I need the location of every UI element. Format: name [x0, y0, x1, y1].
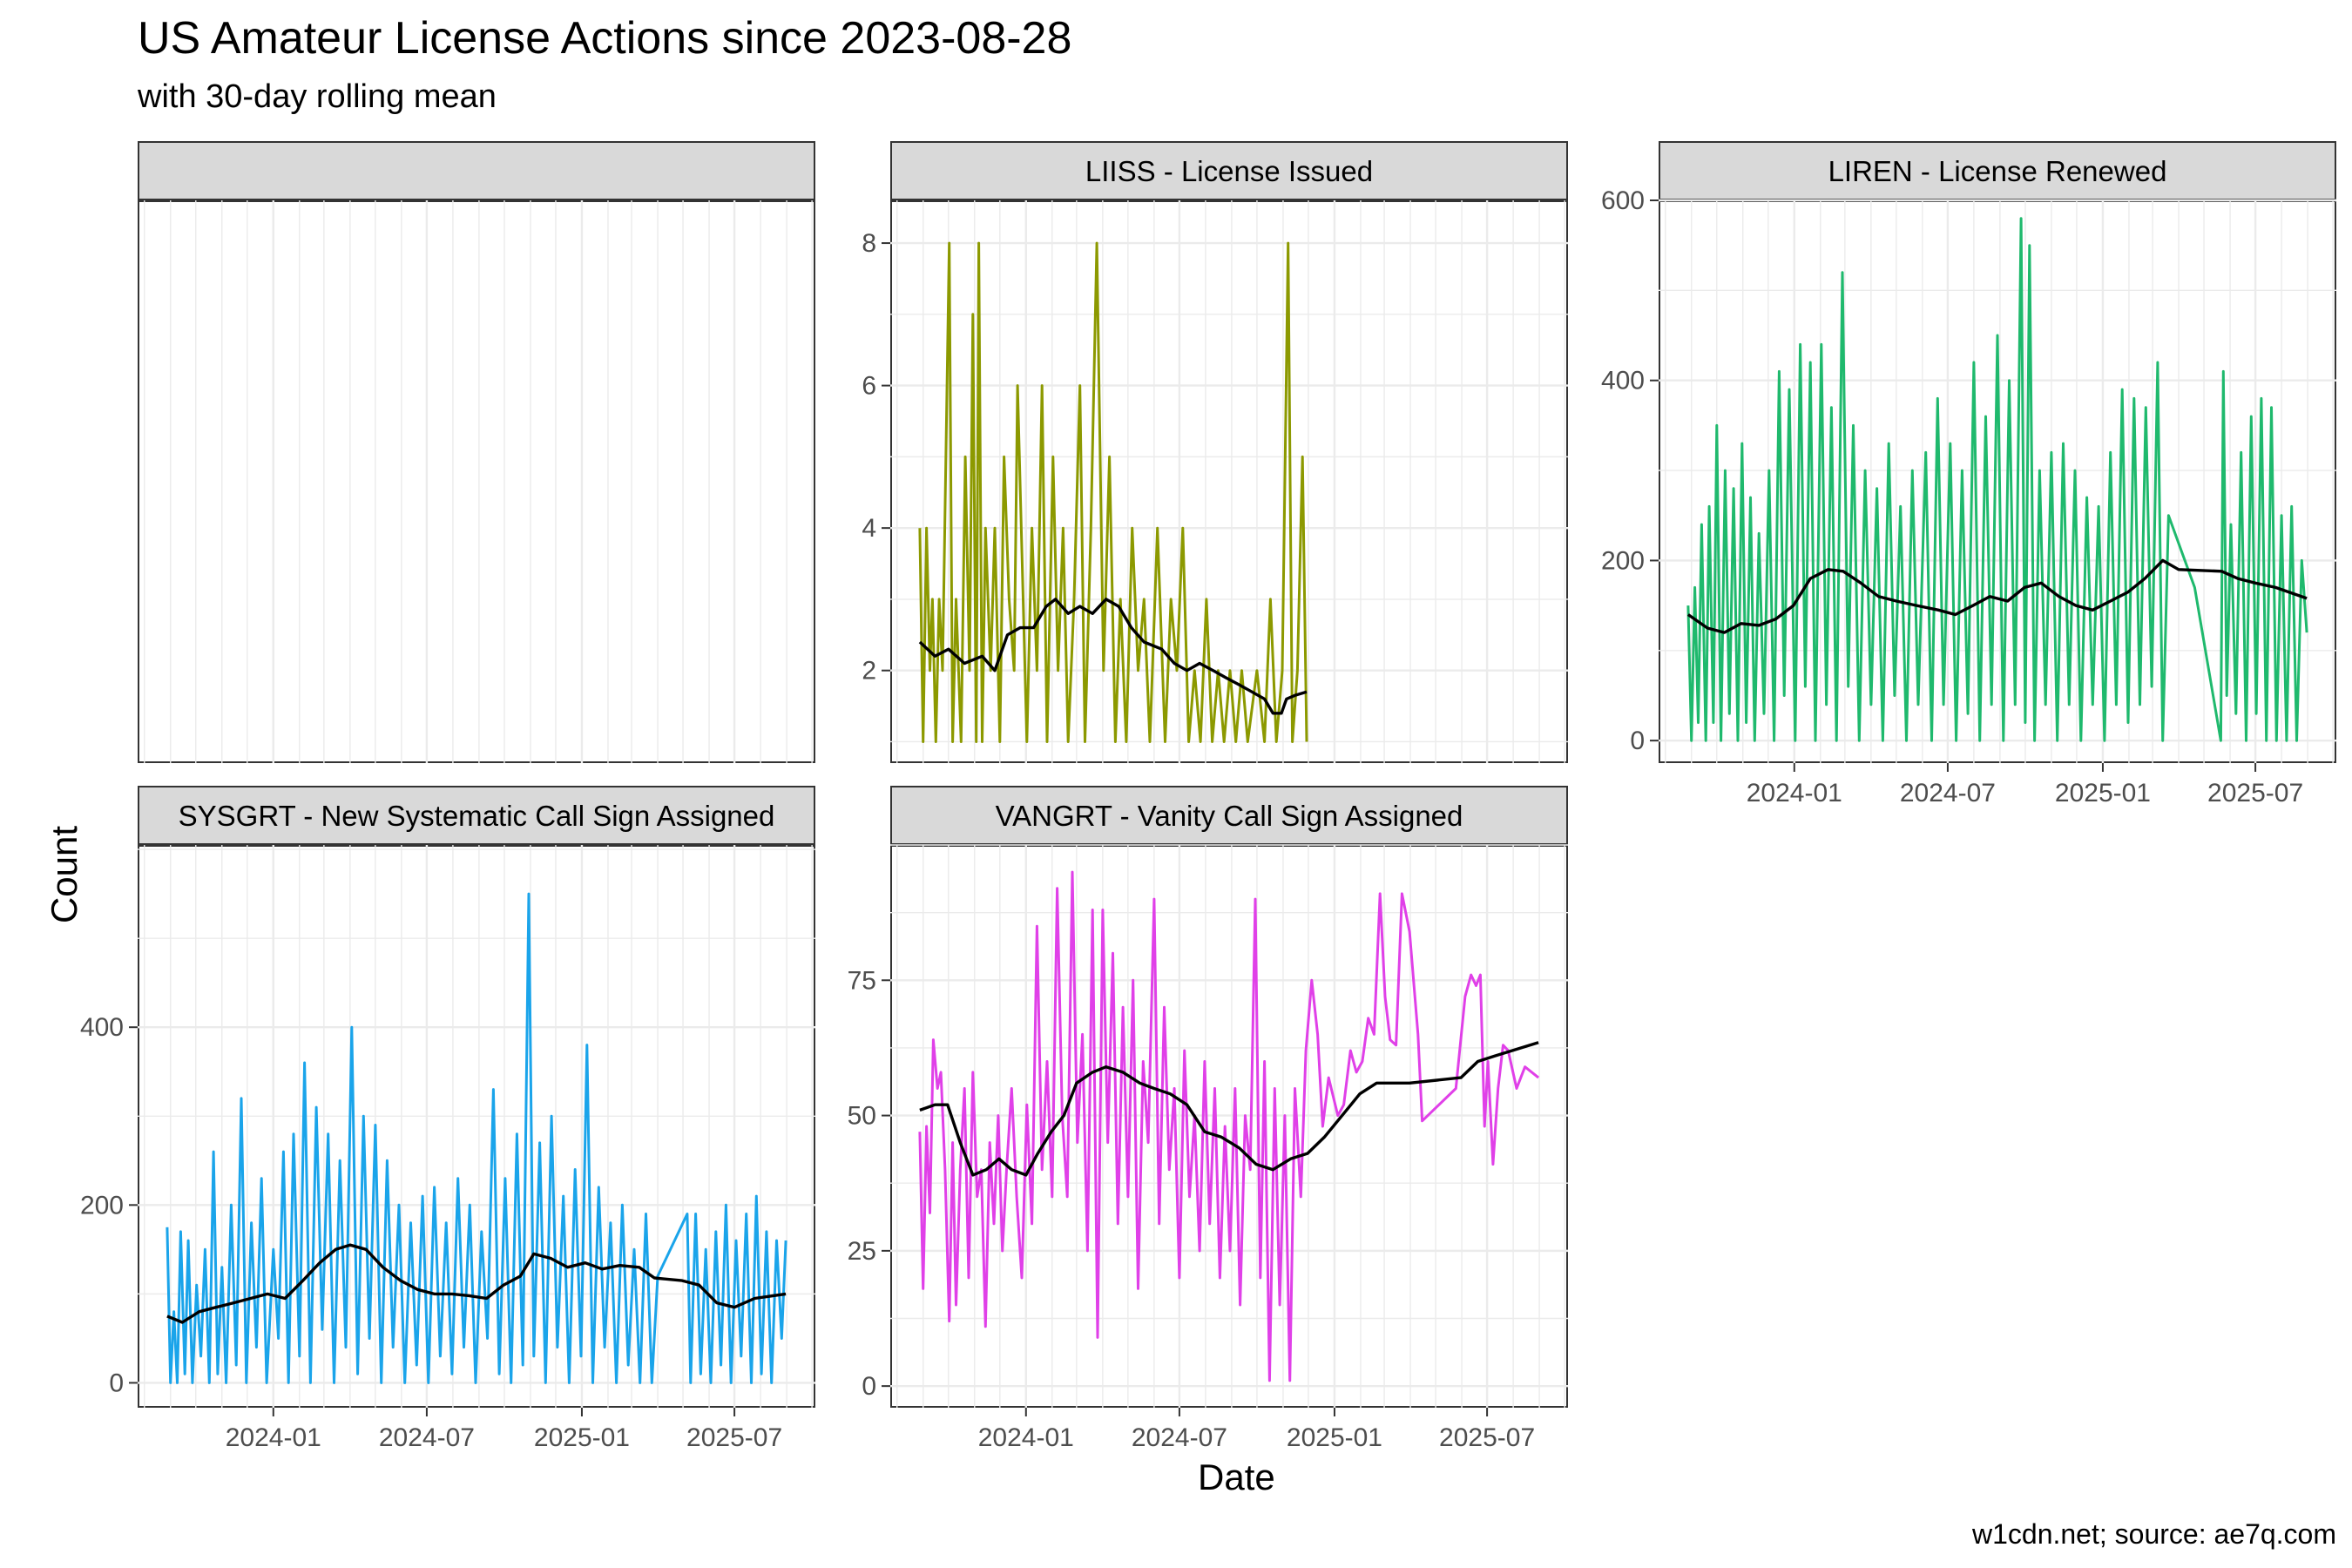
- daily-count-line: [918, 870, 1540, 1382]
- y-tick-label: 0: [109, 1369, 124, 1397]
- y-tick-label: 4: [862, 514, 876, 543]
- y-tick-label: 75: [848, 966, 876, 995]
- rolling-mean-line: [1686, 558, 2308, 634]
- plot-svg: 0 200 400 2024-01 2024-07 2025-01 2025-07: [80, 845, 815, 1452]
- source-caption: w1cdn.net; source: ae7q.com: [1971, 1518, 2336, 1550]
- y-tick-label: 200: [80, 1191, 124, 1220]
- facet-strip: [138, 141, 815, 200]
- facet-strip: LIISS - License Issued: [890, 141, 1568, 200]
- y-tick-label: 6: [862, 372, 876, 401]
- chart-title: US Amateur License Actions since 2023-08…: [138, 13, 1072, 64]
- y-tick-label: 25: [848, 1237, 876, 1266]
- x-tick-label: 2025-07: [686, 1423, 782, 1452]
- daily-count-line: [918, 241, 1308, 743]
- daily-count-line: [166, 892, 787, 1384]
- x-tick-label: 2025-01: [1287, 1423, 1382, 1452]
- y-tick-label: 8: [862, 229, 876, 258]
- y-tick-label: 0: [862, 1372, 876, 1401]
- plot-svg: 0 200 400 600 2024-01 2024-07 2025-01 2025-07: [1601, 186, 2336, 808]
- rolling-mean-line: [919, 1041, 1539, 1177]
- x-tick-label: 2024-07: [1900, 779, 1996, 808]
- x-tick-label: 2024-01: [978, 1423, 1074, 1452]
- facet-strip: LIREN - License Renewed: [1659, 141, 2336, 200]
- plot-svg: 0 25 50 75 2024-01 2024-07 2025-01 2025-07: [848, 844, 1568, 1452]
- x-tick-label: 2025-07: [2207, 779, 2303, 808]
- grid: [144, 200, 813, 763]
- rolling-mean-line: [918, 598, 1308, 715]
- x-tick-label: 2025-07: [1439, 1423, 1535, 1452]
- y-tick-label: 2: [862, 657, 876, 686]
- y-tick-label: 0: [1630, 727, 1645, 755]
- grid: [890, 844, 1568, 1408]
- y-tick-label: 600: [1601, 186, 1645, 215]
- y-tick-label: 50: [848, 1102, 876, 1131]
- x-tick-label: 2024-07: [1132, 1423, 1227, 1452]
- plot-svg: [144, 200, 813, 763]
- plot-area: [890, 845, 1568, 1408]
- rolling-mean-line: [166, 1243, 787, 1324]
- chart-subtitle: with 30-day rolling mean: [138, 78, 497, 115]
- x-tick-label: 2024-01: [1747, 779, 1842, 808]
- y-axis-label: Count: [44, 825, 84, 924]
- facet-strip: SYSGRT - New Systematic Call Sign Assign…: [138, 786, 815, 845]
- x-tick-label: 2024-07: [379, 1423, 475, 1452]
- y-tick-label: 400: [80, 1013, 124, 1042]
- facet-strip: VANGRT - Vanity Call Sign Assigned: [890, 786, 1568, 845]
- plot-svg: 2 4 6 8: [862, 200, 1568, 763]
- daily-count-line: [1686, 217, 2308, 742]
- y-tick-label: 400: [1601, 367, 1645, 395]
- x-tick-label: 2025-01: [534, 1423, 630, 1452]
- y-tick-label: 200: [1601, 546, 1645, 575]
- x-tick-label: 2025-01: [2055, 779, 2151, 808]
- x-axis-label: Date: [1198, 1456, 1275, 1497]
- plot-area: [138, 200, 815, 763]
- x-tick-label: 2024-01: [226, 1423, 321, 1452]
